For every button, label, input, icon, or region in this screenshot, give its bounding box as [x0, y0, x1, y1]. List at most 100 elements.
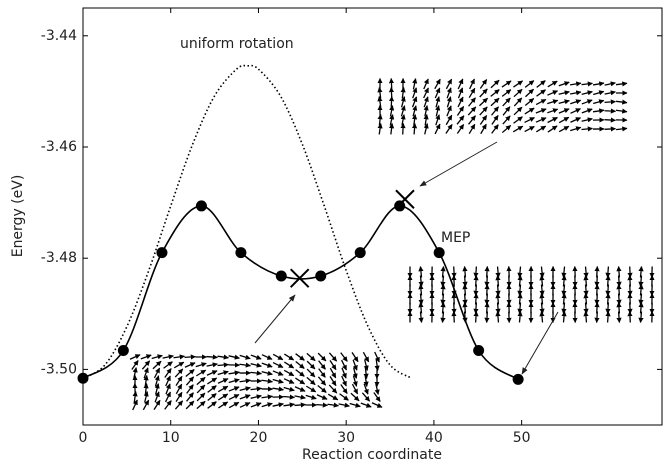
spin-arrow — [434, 87, 441, 99]
point — [275, 270, 287, 282]
spin-arrow — [351, 352, 359, 363]
spin-arrow — [457, 96, 464, 108]
y-tick-label: -3.44 — [41, 28, 77, 44]
spin-arrow — [294, 386, 306, 392]
spin-arrow — [513, 106, 523, 116]
spin-arrow — [305, 394, 317, 400]
spin-arrow — [561, 311, 567, 323]
spin-arrow — [495, 311, 501, 323]
spin-arrow — [261, 362, 273, 368]
spin-arrow — [411, 122, 418, 135]
spin-arrow — [206, 362, 218, 368]
spin-arrow — [418, 302, 424, 314]
spin-arrow — [207, 377, 218, 385]
spin-arrow — [501, 124, 512, 134]
spin-arrow — [152, 360, 162, 370]
spin-arrow — [295, 353, 305, 361]
spin-arrow — [228, 378, 240, 384]
spin-arrow — [218, 393, 229, 401]
spin-arrow — [605, 292, 611, 305]
spin-arrow — [239, 354, 251, 360]
spin-arrow — [491, 124, 499, 134]
spin-arrow — [440, 302, 446, 314]
spin-arrow — [261, 402, 273, 408]
spin-arrow — [583, 293, 589, 305]
spin-arrow — [363, 383, 369, 395]
spin-arrow — [513, 116, 523, 124]
spin-arrow — [423, 123, 429, 135]
point — [473, 344, 485, 356]
spin-arrow — [351, 383, 359, 395]
spin-arrow — [581, 108, 593, 114]
spin-arrow — [316, 394, 328, 400]
spin-arrow — [547, 125, 558, 133]
x-axis-label: Reaction coordinate — [302, 447, 442, 463]
spin-arrow — [604, 117, 617, 123]
spin-arrow — [327, 393, 339, 401]
spin-arrow — [218, 401, 229, 409]
spin-arrow — [539, 293, 545, 305]
spin-arrow — [239, 378, 251, 384]
spin-arrow — [175, 391, 183, 402]
series-annotation: uniform rotation — [180, 36, 294, 52]
spin-arrow — [581, 117, 593, 123]
spin-arrow — [339, 393, 349, 401]
spin-arrow — [283, 386, 295, 392]
spin-arrow — [502, 106, 511, 116]
spin-arrow — [196, 384, 206, 394]
spin-arrow — [283, 402, 295, 408]
spin-arrow — [535, 117, 547, 123]
spin-arrow — [524, 125, 535, 133]
spin-arrow — [593, 99, 605, 105]
cross-point — [395, 189, 415, 209]
spin-arrow — [283, 378, 295, 384]
spin-arrow — [616, 265, 622, 278]
spin-arrow — [142, 399, 150, 411]
spin-arrow — [539, 275, 545, 287]
x-tick-label: 20 — [250, 430, 268, 446]
pointer-arrow — [254, 294, 296, 344]
spin-arrow — [462, 283, 468, 296]
spin-arrow — [462, 265, 468, 278]
spin-arrow — [440, 266, 446, 278]
spin-arrow — [328, 352, 338, 362]
spin-arrow — [524, 107, 535, 115]
spin-arrow — [434, 78, 441, 90]
spin-arrow — [616, 311, 622, 324]
spin-arrow — [329, 360, 337, 371]
spin-arrow — [184, 354, 197, 360]
spin-arrow — [501, 89, 512, 97]
spin-arrow — [186, 384, 194, 394]
spin-arrow — [446, 87, 452, 99]
spin-arrow — [261, 354, 273, 360]
spin-arrow — [558, 90, 570, 96]
spin-arrow — [456, 115, 465, 125]
spin-arrow — [371, 402, 383, 408]
spin-arrow — [445, 78, 453, 90]
spin-arrow — [547, 80, 558, 88]
spin-arrow — [185, 376, 195, 386]
spin-arrow — [317, 352, 327, 362]
spin-arrow — [473, 310, 479, 323]
spin-arrow — [592, 108, 605, 114]
spin-arrow — [284, 353, 295, 361]
spin-arrow — [185, 369, 195, 377]
spin-arrow — [418, 266, 424, 278]
spin-arrow — [536, 89, 546, 97]
spin-arrow — [362, 351, 370, 363]
spin-arrow — [569, 90, 582, 96]
spin-arrow — [283, 394, 295, 400]
spin-arrow — [317, 376, 327, 386]
spin-arrow — [184, 362, 196, 368]
spin-arrow — [495, 293, 501, 305]
spin-arrow — [615, 126, 628, 132]
spin-arrow — [570, 117, 581, 123]
spin-arrow — [502, 115, 511, 125]
spin-insets — [129, 77, 655, 411]
spin-arrow — [469, 78, 475, 90]
spin-arrow — [140, 354, 152, 360]
series-annotation: MEP — [441, 230, 470, 246]
spin-arrow — [412, 87, 418, 99]
spin-arrow — [535, 108, 547, 114]
y-tick-label: -3.50 — [41, 361, 77, 377]
